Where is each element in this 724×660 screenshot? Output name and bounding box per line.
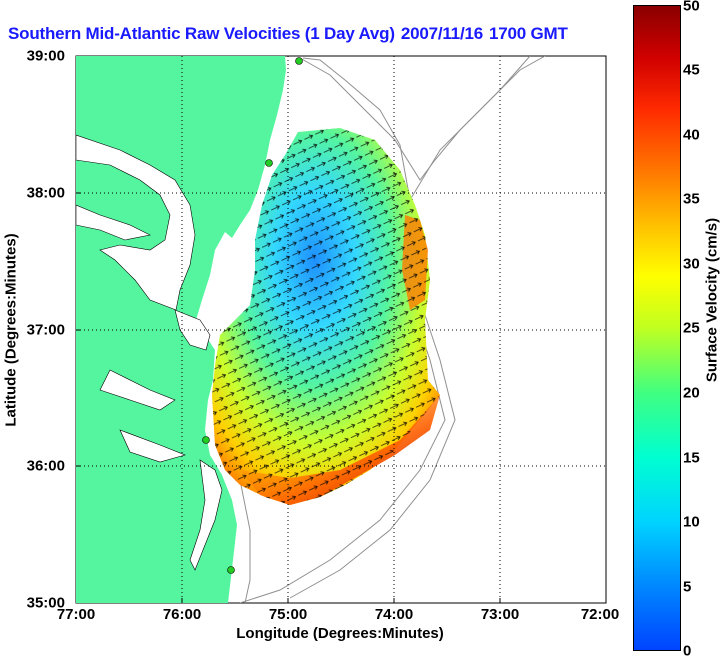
x-tick-label: 77:00 xyxy=(56,606,96,623)
colorbar xyxy=(633,5,681,651)
colorbar-tick: 35 xyxy=(683,190,700,208)
colorbar-tick: 50 xyxy=(683,0,700,15)
y-tick-label: 39:00 xyxy=(26,47,65,65)
colorbar-tick: 20 xyxy=(683,384,700,402)
title-text: Southern Mid-Atlantic Raw Velocities (1 … xyxy=(8,24,395,43)
y-tick-label: 38:00 xyxy=(26,184,65,202)
colorbar-label: Surface Velocity (cm/s) xyxy=(703,217,721,383)
station-marker xyxy=(265,159,273,167)
x-tick-label: 73:00 xyxy=(480,606,520,623)
x-tick-label: 74:00 xyxy=(374,606,414,623)
colorbar-tick: 0 xyxy=(683,642,692,660)
axis-ticks xyxy=(76,192,501,603)
colorbar-tick: 15 xyxy=(683,449,700,467)
y-tick-label: 35:00 xyxy=(26,594,65,612)
station-markers xyxy=(202,57,303,574)
bathymetry-contours xyxy=(237,56,546,603)
colorbar-tick: 25 xyxy=(683,319,700,337)
y-tick-label: 36:00 xyxy=(26,457,65,475)
grid-lines xyxy=(76,56,606,603)
title-date: 2007/11/16 xyxy=(400,24,483,43)
velocity-field xyxy=(212,128,440,505)
y-axis-label: Latitude (Degrees:Minutes) xyxy=(2,233,20,427)
x-tick-label: 72:00 xyxy=(580,606,620,623)
station-marker xyxy=(202,436,210,444)
x-axis-label: Longitude (Degrees:Minutes) xyxy=(236,625,444,642)
colorbar-tick: 10 xyxy=(683,513,700,531)
colorbar-tick: 30 xyxy=(683,255,700,273)
title-time: 1700 GMT xyxy=(488,24,568,43)
colorbar-tick: 45 xyxy=(683,61,700,79)
station-marker xyxy=(227,566,235,574)
x-tick-label: 75:00 xyxy=(268,606,308,623)
colorbar-tick: 40 xyxy=(683,126,700,144)
map-title: Southern Mid-Atlantic Raw Velocities (1 … xyxy=(8,24,568,44)
colorbar-tick: 5 xyxy=(683,578,692,596)
y-tick-label: 37:00 xyxy=(26,321,65,339)
x-tick-label: 76:00 xyxy=(162,606,202,623)
station-marker xyxy=(295,57,303,65)
